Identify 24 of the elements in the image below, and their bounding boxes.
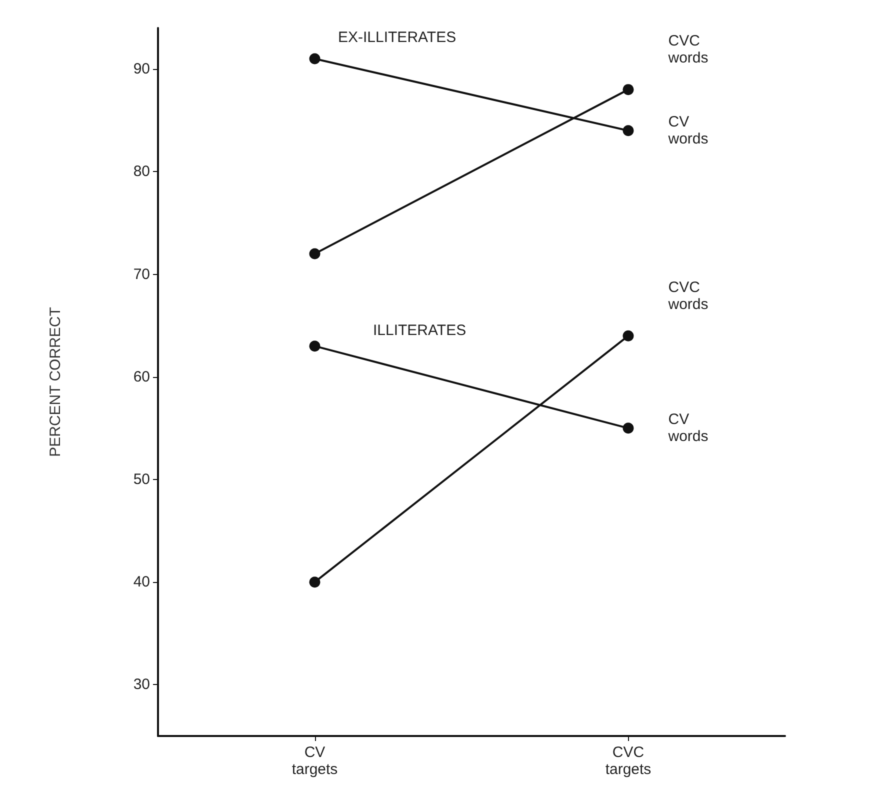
point	[622, 125, 634, 136]
text: CV words	[667, 114, 708, 148]
y-tick-label: 50	[133, 470, 150, 488]
point	[309, 576, 320, 588]
y-tick-label: 60	[133, 368, 150, 386]
point	[622, 330, 634, 342]
annotation: ILLITERATES	[373, 322, 466, 339]
y-tick-label: 80	[133, 163, 150, 180]
x-tick-label: CV targets	[292, 744, 338, 778]
y-tick-label: 30	[133, 676, 150, 694]
point	[622, 84, 634, 96]
point	[622, 422, 634, 434]
point	[309, 248, 320, 260]
y-tick-label: 90	[133, 60, 150, 78]
y-axis-title: PERCENT CORRECT	[47, 307, 64, 457]
point	[309, 340, 320, 352]
x-tick-label: CVC targets	[605, 744, 652, 778]
y-tick-label: 40	[133, 574, 150, 591]
point	[309, 53, 320, 64]
text: CVC words	[667, 278, 708, 313]
annotation: EX-ILLITERATES	[338, 29, 456, 46]
y-tick-label: 70	[133, 266, 150, 283]
text: CVC words	[667, 32, 708, 67]
text: CV words	[667, 411, 708, 446]
